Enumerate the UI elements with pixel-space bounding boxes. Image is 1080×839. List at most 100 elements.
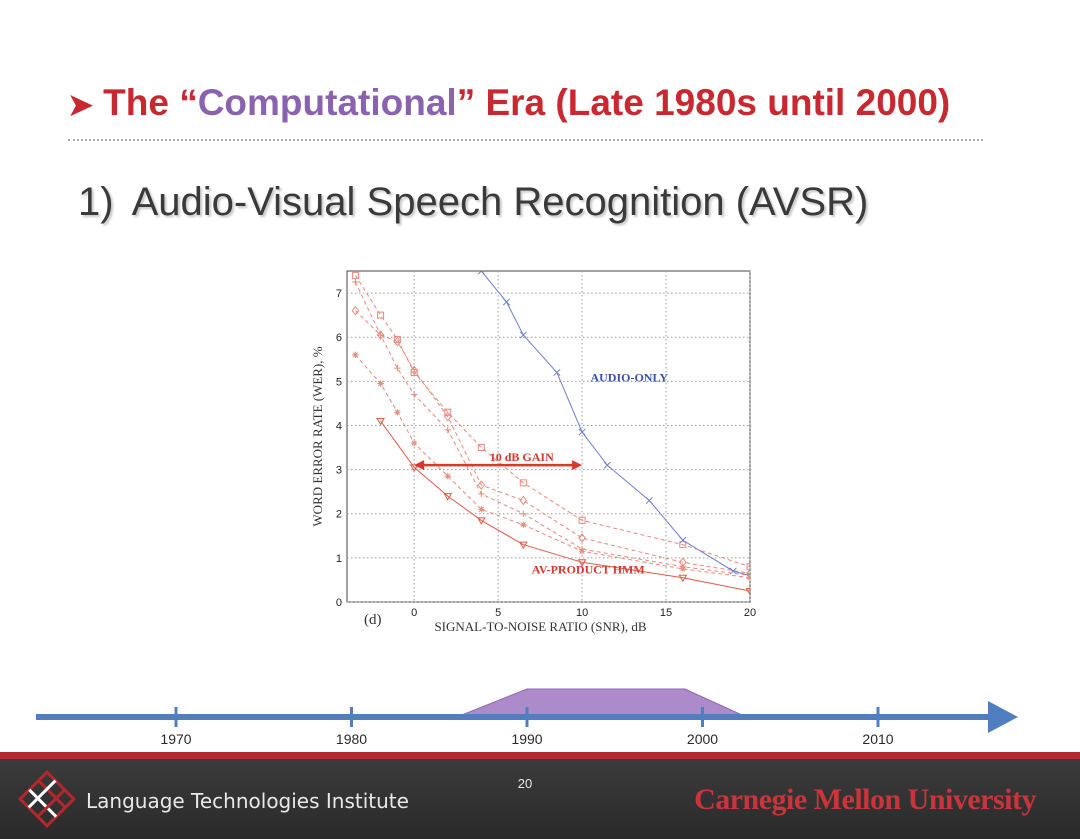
data-point — [578, 428, 586, 436]
data-point — [578, 516, 586, 524]
y-axis-label: WORD ERROR RATE (WER), % — [310, 346, 325, 526]
timeline-label: 1990 — [511, 731, 542, 747]
data-point — [376, 418, 385, 426]
data-point — [351, 305, 360, 316]
data-point — [478, 506, 485, 513]
x-tick-label: 15 — [660, 607, 672, 619]
y-tick-label: 7 — [336, 288, 342, 300]
data-point — [410, 391, 418, 398]
data-point — [679, 536, 687, 544]
bullet-arrow-icon: ➤ — [68, 89, 94, 122]
data-point — [352, 351, 359, 359]
data-point — [678, 574, 688, 583]
data-point — [578, 545, 586, 553]
timeline-tick — [876, 707, 880, 727]
data-point — [518, 541, 528, 550]
title-prefix: The “ — [103, 82, 198, 123]
x-tick-label: 5 — [495, 607, 501, 619]
data-point — [502, 298, 511, 306]
section-title: Audio-Visual Speech Recognition (AVSR) — [131, 180, 869, 224]
data-point — [477, 444, 485, 452]
data-point — [409, 464, 419, 472]
data-point — [477, 271, 485, 275]
data-point — [520, 521, 527, 528]
series-line — [480, 271, 750, 576]
data-point — [394, 364, 401, 372]
timeline-label: 1980 — [336, 731, 367, 747]
title-suffix: ” Era (Late 1980s until 2000) — [456, 82, 951, 123]
university-name: Carnegie Mellon University — [694, 783, 1036, 816]
timeline-tick — [525, 707, 529, 727]
page-number: 20 — [517, 776, 533, 791]
timeline-label: 2010 — [862, 731, 893, 747]
y-tick-label: 3 — [336, 465, 342, 477]
data-point — [578, 533, 586, 543]
data-point — [351, 271, 359, 279]
series-line — [354, 275, 750, 568]
data-point — [603, 461, 611, 469]
timeline-tick — [350, 707, 353, 727]
data-point — [477, 480, 486, 490]
data-point — [377, 380, 384, 387]
data-point — [444, 473, 451, 480]
data-point — [377, 331, 384, 339]
data-point — [746, 563, 750, 571]
data-point — [746, 572, 750, 579]
x-tick-label: 0 — [411, 607, 417, 619]
data-point — [746, 568, 750, 579]
av-product-hmm-label: AV-PRODUCT HMM — [532, 562, 645, 576]
data-point — [393, 335, 401, 343]
data-point — [645, 496, 653, 505]
x-tick-label: 10 — [576, 607, 588, 619]
timeline-tick — [174, 707, 178, 727]
timeline-axis — [36, 714, 991, 720]
footer-accent-line — [0, 752, 1080, 759]
gain-arrow-right-head — [572, 460, 583, 471]
data-point — [745, 587, 750, 596]
y-tick-label: 0 — [336, 597, 342, 609]
title-accent: Computational — [197, 82, 457, 123]
data-point — [394, 409, 401, 416]
data-point — [444, 426, 451, 434]
series-group — [477, 271, 750, 580]
data-point — [443, 493, 453, 501]
data-point — [377, 311, 385, 319]
series-group — [376, 418, 750, 596]
y-tick-label: 1 — [336, 553, 342, 565]
data-point — [410, 369, 418, 377]
wer-chart: 0 5 10 15 20 0 1 2 3 4 5 6 7 SIGNAL-TO-NOISE RATIO (S… — [310, 270, 756, 634]
data-point — [520, 510, 527, 517]
audio-only-label: AUDIO-ONLY — [590, 370, 668, 384]
data-point — [519, 495, 528, 506]
timeline: 1970 1980 1990 2000 2010 — [36, 688, 1018, 747]
section-heading: 1) Audio-Visual Speech Recognition (AVSR) — [78, 176, 1058, 228]
title-divider — [68, 139, 983, 141]
data-point — [679, 541, 687, 549]
timeline-arrowhead — [988, 701, 1018, 733]
timeline-label: 2000 — [687, 731, 718, 747]
institute-name: Language Technologies Institute — [86, 789, 409, 813]
footer: Language Technologies Institute 20 Carne… — [0, 759, 1080, 839]
gain-arrow-left-head — [414, 460, 425, 471]
series-group — [352, 278, 750, 579]
series-line — [355, 354, 750, 579]
data-point — [478, 490, 485, 498]
lti-logo-icon — [18, 770, 76, 828]
x-tick-label: 20 — [744, 607, 756, 619]
timeline-label: 1970 — [160, 731, 191, 747]
gain-label: 10 dB GAIN — [490, 450, 554, 464]
data-point — [577, 559, 587, 567]
data-point — [519, 331, 527, 339]
series-line — [354, 281, 750, 576]
data-point — [393, 336, 402, 347]
panel-label: (d) — [364, 612, 382, 628]
data-point — [553, 368, 561, 377]
data-point — [410, 439, 418, 447]
data-point — [678, 557, 687, 568]
data-point — [376, 330, 385, 340]
y-tick-label: 6 — [336, 332, 342, 344]
y-tick-label: 2 — [336, 509, 342, 521]
data-point — [352, 278, 359, 286]
data-point — [476, 517, 486, 525]
slide-title: ➤ The “Computational” Era (Late 1980s unt… — [68, 80, 1058, 129]
